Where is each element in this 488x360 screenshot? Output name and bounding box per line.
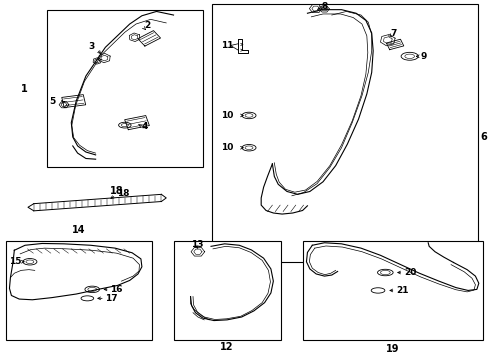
Text: 18: 18 — [116, 189, 129, 198]
Bar — [5, 241, 151, 339]
Text: 20: 20 — [403, 268, 415, 277]
Text: 11: 11 — [221, 41, 233, 50]
Bar — [212, 4, 477, 262]
Text: 13: 13 — [190, 240, 203, 249]
Text: 18: 18 — [109, 186, 123, 197]
Text: 4: 4 — [142, 122, 148, 131]
Polygon shape — [34, 194, 161, 211]
Bar — [173, 241, 280, 339]
Text: 21: 21 — [395, 286, 407, 295]
Bar — [302, 241, 482, 339]
Text: 7: 7 — [389, 29, 396, 38]
Text: 8: 8 — [321, 2, 326, 11]
Text: 16: 16 — [110, 285, 122, 294]
Text: 19: 19 — [385, 344, 399, 354]
Text: 6: 6 — [480, 132, 487, 142]
Text: 9: 9 — [420, 52, 426, 61]
Text: 14: 14 — [72, 225, 85, 235]
Text: 5: 5 — [49, 97, 56, 106]
Text: 3: 3 — [88, 42, 94, 51]
Text: 2: 2 — [144, 21, 150, 30]
Text: 17: 17 — [105, 294, 118, 303]
Text: 10: 10 — [221, 143, 233, 152]
Text: 12: 12 — [220, 342, 233, 352]
Bar — [47, 10, 203, 167]
Text: 1: 1 — [20, 84, 27, 94]
Text: 15: 15 — [9, 257, 22, 266]
Text: 10: 10 — [221, 111, 233, 120]
